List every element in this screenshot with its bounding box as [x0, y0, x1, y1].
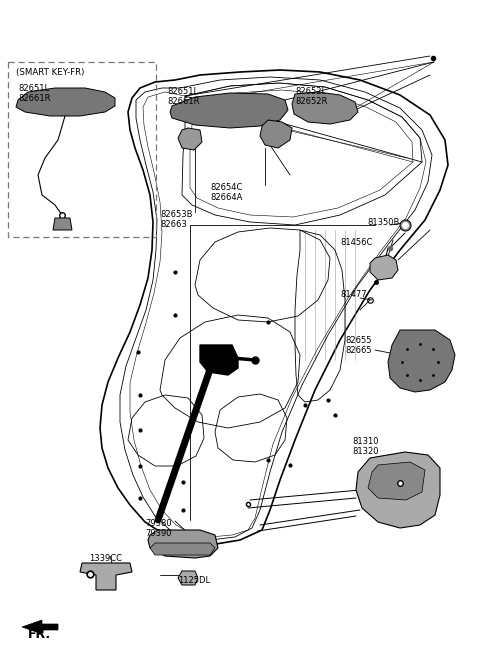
- Text: 82653B
82663: 82653B 82663: [160, 210, 192, 229]
- Polygon shape: [368, 462, 425, 500]
- Text: 82655
82665: 82655 82665: [345, 336, 372, 355]
- Polygon shape: [148, 530, 218, 558]
- Text: 82654C
82664A: 82654C 82664A: [210, 183, 242, 202]
- Polygon shape: [388, 330, 455, 392]
- Polygon shape: [178, 128, 202, 150]
- Polygon shape: [100, 70, 448, 545]
- Polygon shape: [292, 92, 358, 124]
- Text: 82652L
82652R: 82652L 82652R: [295, 87, 327, 106]
- Polygon shape: [16, 88, 115, 116]
- Polygon shape: [150, 543, 215, 555]
- Text: 81456C: 81456C: [340, 238, 372, 247]
- Text: 82651L
82661R: 82651L 82661R: [167, 87, 200, 106]
- Polygon shape: [260, 120, 292, 148]
- Polygon shape: [170, 93, 288, 128]
- Polygon shape: [53, 218, 72, 230]
- Text: 82651L
82661R: 82651L 82661R: [18, 84, 50, 103]
- Text: 1125DL: 1125DL: [178, 576, 210, 585]
- Polygon shape: [80, 563, 132, 590]
- Polygon shape: [178, 571, 198, 585]
- Text: 81310
81320: 81310 81320: [352, 437, 379, 457]
- Polygon shape: [22, 620, 58, 634]
- Text: 1339CC: 1339CC: [89, 554, 122, 563]
- Text: FR.: FR.: [28, 628, 51, 641]
- Text: 79380
79390: 79380 79390: [145, 519, 172, 538]
- Text: 81350B: 81350B: [367, 218, 399, 227]
- Text: 81477: 81477: [340, 290, 367, 299]
- Polygon shape: [370, 255, 398, 280]
- Polygon shape: [356, 452, 440, 528]
- Text: (SMART KEY-FR): (SMART KEY-FR): [16, 68, 84, 77]
- Polygon shape: [200, 345, 238, 375]
